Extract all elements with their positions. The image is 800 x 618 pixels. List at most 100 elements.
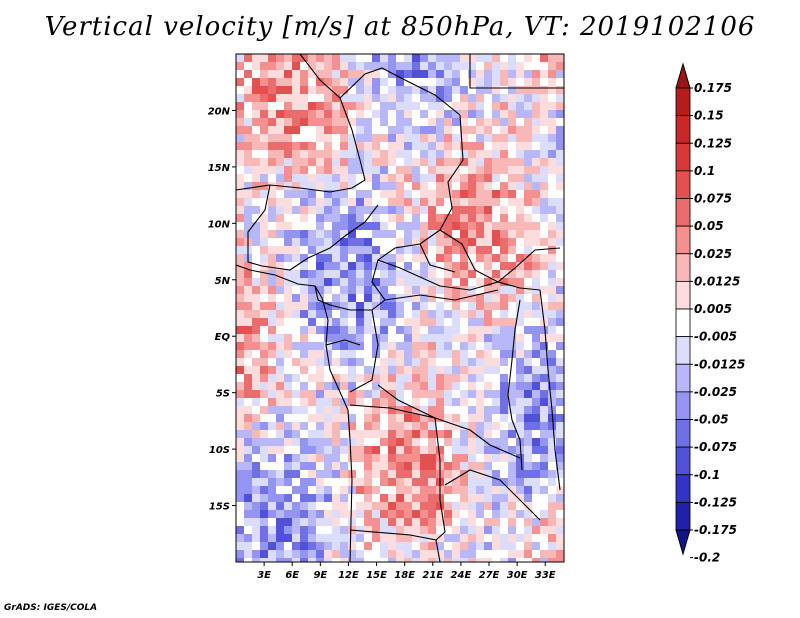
field-cell xyxy=(356,478,364,486)
map-title: Vertical velocity [m/s] at 850hPa, VT: 2… xyxy=(44,12,756,42)
field-cell xyxy=(268,310,276,318)
field-cell xyxy=(444,302,452,310)
field-cell xyxy=(332,470,340,478)
field-cell xyxy=(412,390,420,398)
field-cell xyxy=(412,214,420,222)
field-cell xyxy=(332,230,340,238)
field-cell xyxy=(436,118,444,126)
field-cell xyxy=(268,486,276,494)
field-cell xyxy=(308,118,316,126)
field-cell xyxy=(348,102,356,110)
field-cell xyxy=(452,454,460,462)
field-cell xyxy=(364,182,372,190)
field-cell xyxy=(340,134,348,142)
field-cell xyxy=(548,470,556,478)
field-cell xyxy=(460,318,468,326)
field-cell xyxy=(476,190,484,198)
field-cell xyxy=(460,286,468,294)
field-cell xyxy=(364,342,372,350)
colorbar-label: -0.0125 xyxy=(694,357,745,371)
field-cell xyxy=(476,462,484,470)
field-cell xyxy=(252,502,260,510)
field-cell xyxy=(340,102,348,110)
field-cell xyxy=(500,454,508,462)
field-cell xyxy=(420,214,428,222)
field-cell xyxy=(396,446,404,454)
field-cell xyxy=(412,134,420,142)
field-cell xyxy=(548,558,556,562)
field-cell xyxy=(428,422,436,430)
field-cell xyxy=(380,86,388,94)
field-cell xyxy=(292,398,300,406)
field-cell xyxy=(388,86,396,94)
field-cell xyxy=(508,270,516,278)
field-cell xyxy=(292,174,300,182)
field-cell xyxy=(300,70,308,78)
field-cell xyxy=(412,110,420,118)
field-cell xyxy=(268,366,276,374)
field-cell xyxy=(260,390,268,398)
field-cell xyxy=(396,230,404,238)
field-cell xyxy=(500,550,508,558)
field-cell xyxy=(556,278,564,286)
field-cell xyxy=(308,526,316,534)
field-cell xyxy=(524,110,532,118)
field-cell xyxy=(284,382,292,390)
lon-label: 18E xyxy=(394,570,415,581)
field-cell xyxy=(284,150,292,158)
field-cell xyxy=(484,70,492,78)
field-cell xyxy=(444,446,452,454)
field-cell xyxy=(500,326,508,334)
field-cell xyxy=(396,358,404,366)
field-cell xyxy=(500,302,508,310)
field-cell xyxy=(540,126,548,134)
country-borders xyxy=(236,54,564,562)
field-cell xyxy=(532,382,540,390)
field-cell xyxy=(420,462,428,470)
field-cell xyxy=(364,374,372,382)
field-cell xyxy=(372,294,380,302)
field-cell xyxy=(516,254,524,262)
field-cell xyxy=(412,286,420,294)
field-cell xyxy=(500,510,508,518)
field-cell xyxy=(476,526,484,534)
field-cell xyxy=(236,94,244,102)
field-cell xyxy=(372,486,380,494)
field-cell xyxy=(396,542,404,550)
field-cell xyxy=(252,390,260,398)
field-cell xyxy=(420,102,428,110)
field-cell xyxy=(500,438,508,446)
field-cell xyxy=(348,94,356,102)
field-cell xyxy=(380,502,388,510)
field-cell xyxy=(300,422,308,430)
field-cell xyxy=(516,134,524,142)
field-cell xyxy=(412,542,420,550)
field-cell xyxy=(356,238,364,246)
field-cell xyxy=(500,406,508,414)
field-cell xyxy=(380,334,388,342)
field-cell xyxy=(452,550,460,558)
field-cell xyxy=(348,390,356,398)
field-cell xyxy=(476,446,484,454)
field-cell xyxy=(524,70,532,78)
field-cell xyxy=(524,86,532,94)
lat-label: 15S xyxy=(209,502,230,513)
field-cell xyxy=(420,78,428,86)
field-cell xyxy=(556,182,564,190)
field-cell xyxy=(460,350,468,358)
field-cell xyxy=(324,198,332,206)
field-cell xyxy=(340,302,348,310)
field-cell xyxy=(388,62,396,70)
lon-label: 27E xyxy=(479,570,500,581)
field-cell xyxy=(388,478,396,486)
colorbar-label: 0.005 xyxy=(694,302,732,316)
field-cell xyxy=(404,166,412,174)
field-cell xyxy=(516,510,524,518)
field-cell xyxy=(420,526,428,534)
field-cell xyxy=(412,150,420,158)
field-cell xyxy=(524,206,532,214)
field-cell xyxy=(468,166,476,174)
field-cell xyxy=(500,126,508,134)
field-cell xyxy=(460,126,468,134)
field-cell xyxy=(412,158,420,166)
